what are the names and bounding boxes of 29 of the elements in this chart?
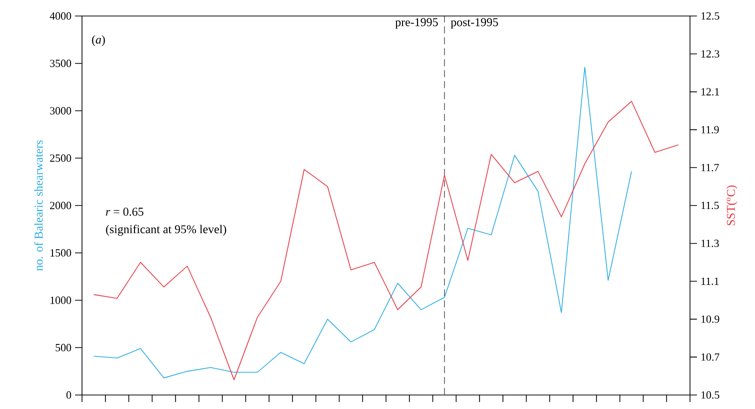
y-tick-label: 1500 (50, 249, 72, 257)
y-tick-label: 3500 (50, 60, 72, 68)
y-tick-label: 0 (66, 391, 72, 399)
y2-tick-label: 10.5 (701, 391, 720, 399)
y2-tick-label: 11.9 (701, 126, 719, 134)
y-tick-label: 1000 (50, 296, 72, 304)
y2-tick-label: 12.3 (701, 50, 720, 58)
y-tick-label: 2500 (50, 154, 72, 162)
annotation: pre-1995 (395, 18, 438, 29)
y-tick-label: 3000 (50, 107, 72, 115)
y-tick-label: 500 (56, 344, 72, 352)
annotation: r = 0.65 (106, 208, 144, 216)
y-tick-label: 2000 (50, 202, 72, 210)
y2-tick-label: 11.5 (701, 202, 719, 210)
y2-tick-label: 12.5 (701, 12, 720, 20)
y2-axis-title: SST($^{o}$C) (726, 186, 738, 226)
line-series (93, 66, 632, 378)
y2-tick-label: 10.9 (701, 316, 720, 323)
y2-tick-label: 12.1 (701, 88, 720, 96)
y2-tick-label: 10.7 (701, 353, 720, 361)
line-series (93, 100, 679, 380)
y2-tick-label: 11.7 (701, 164, 719, 172)
y2-tick-label: 11.3 (701, 240, 719, 248)
annotation: (a) (92, 35, 105, 46)
y-tick-label: 4000 (50, 12, 72, 20)
y-axis-title: no. of Balearic shearwaters (34, 140, 43, 271)
y2-tick-label: 11.1 (701, 278, 719, 286)
annotation: (significant at 95% level) (106, 224, 226, 236)
annotation: post-1995 (450, 18, 498, 29)
